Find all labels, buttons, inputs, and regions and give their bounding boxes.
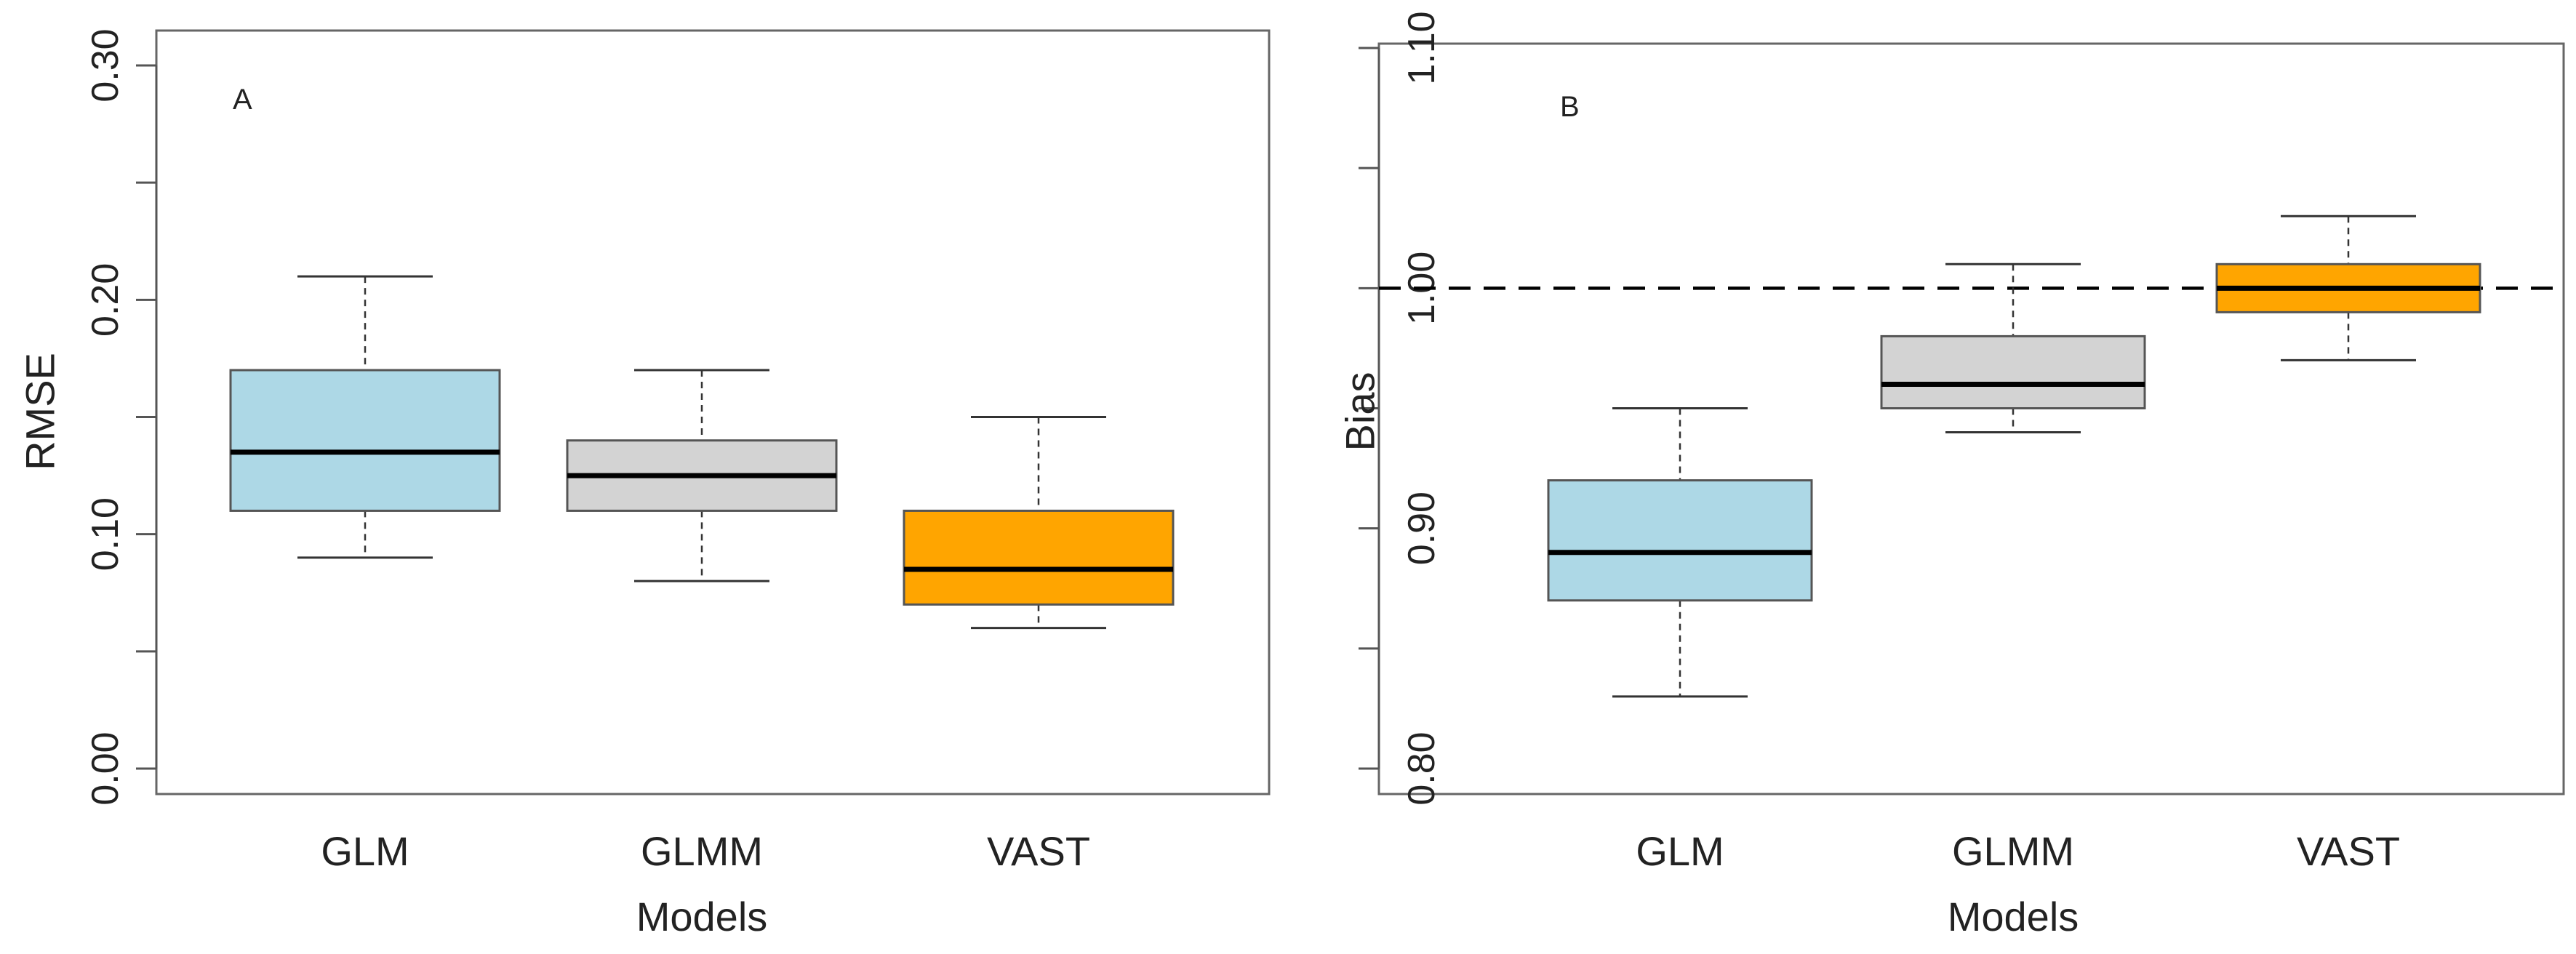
- plot-frame: [1377, 42, 2565, 795]
- iqr-box: [903, 509, 1175, 606]
- x-category-label: GLM: [321, 828, 409, 874]
- panel-a-rmse: 0.00 0.10 0.20 0.30 GLM GLMM VAST Models RMSE A: [17, 28, 1271, 939]
- y-axis-title: RMSE: [17, 353, 63, 470]
- iqr-box: [1547, 479, 1813, 602]
- x-category-label: GLMM: [1952, 828, 2074, 874]
- box-glmm: [566, 369, 838, 582]
- box-vast: [2215, 215, 2481, 361]
- box-glm: [1547, 407, 1813, 698]
- panel-label: A: [233, 84, 252, 116]
- box-glm: [229, 275, 501, 559]
- y-tick-label: 0.30: [84, 28, 127, 102]
- y-tick-label: 1.10: [1401, 11, 1443, 84]
- iqr-box: [1880, 334, 2146, 409]
- box-vast: [903, 416, 1175, 630]
- x-axis-title: Models: [1948, 894, 2079, 939]
- x-category-label: GLM: [1636, 828, 1724, 874]
- x-category-label: VAST: [2297, 828, 2400, 874]
- box-glmm: [1880, 262, 2146, 434]
- y-tick-label: 0.00: [84, 731, 127, 805]
- x-category-label: GLMM: [641, 828, 763, 874]
- iqr-box: [229, 369, 501, 512]
- y-tick-label: 0.10: [84, 497, 127, 571]
- panel-label: B: [1560, 91, 1580, 123]
- y-axis-title: Bias: [1337, 372, 1383, 452]
- y-tick-label: 0.80: [1401, 731, 1443, 805]
- x-category-label: VAST: [987, 828, 1090, 874]
- x-axis-title: Models: [636, 894, 768, 939]
- y-tick-label: 0.90: [1401, 492, 1443, 565]
- y-tick-label: 0.20: [84, 263, 127, 337]
